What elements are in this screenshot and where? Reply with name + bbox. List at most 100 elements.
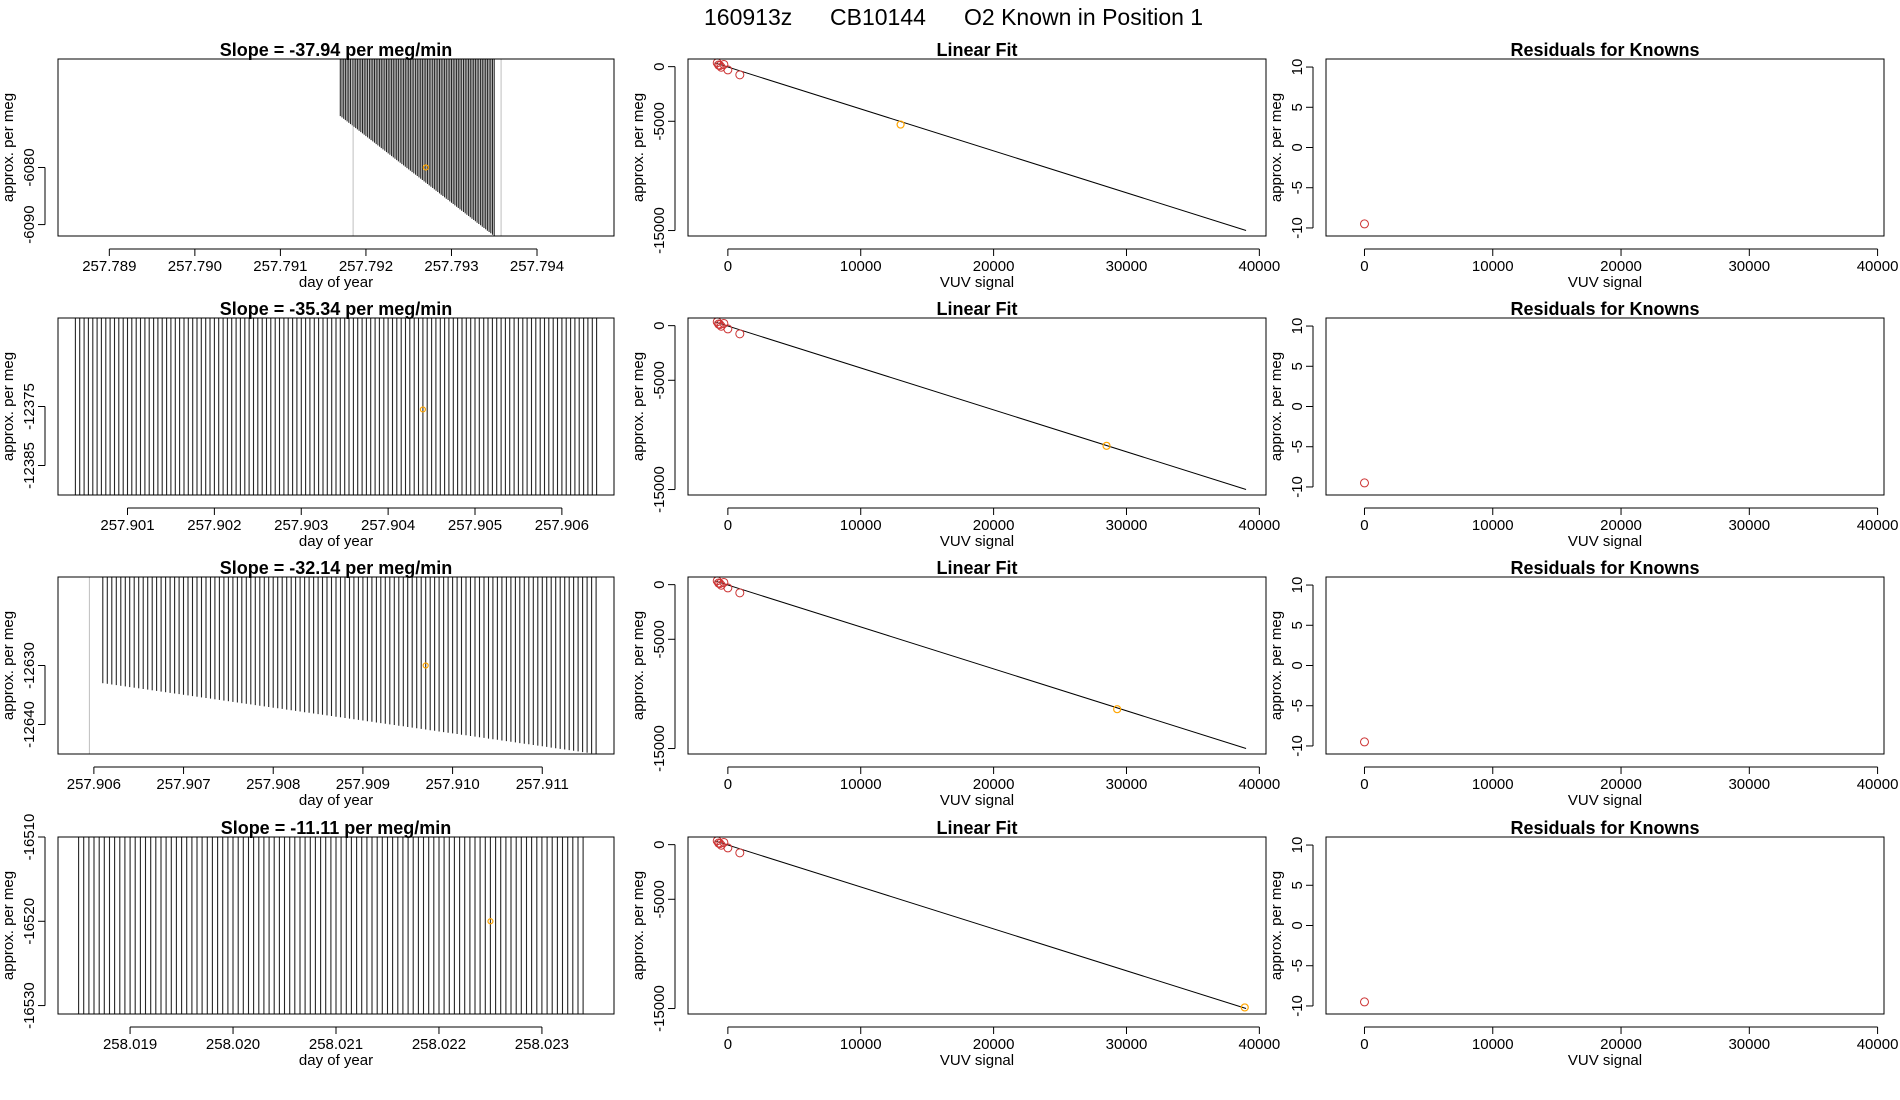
panel-title: Residuals for Knowns: [1510, 818, 1699, 838]
y-axis-label: approx. per meg: [630, 871, 647, 980]
panel-title: Linear Fit: [936, 299, 1017, 319]
y-tick-label: 0: [651, 580, 668, 588]
x-tick-label: 10000: [1472, 1036, 1514, 1053]
known-point: [723, 583, 733, 593]
y-axis-label: approx. per meg: [1268, 352, 1285, 461]
y-tick-label: -15000: [651, 466, 668, 513]
x-tick-label: 258.023: [515, 1036, 569, 1053]
x-tick-label: 257.906: [535, 517, 589, 534]
y-tick-label: -5: [1289, 699, 1306, 712]
y-tick-label: -10: [1289, 476, 1306, 498]
x-tick-label: 0: [1360, 258, 1368, 275]
main-title-position: O2 Known in Position 1: [964, 4, 1203, 30]
current-point-marker: [896, 120, 905, 129]
x-axis-label: VUV signal: [1568, 533, 1642, 550]
x-tick-label: 40000: [1238, 517, 1280, 534]
x-tick-label: 0: [724, 776, 732, 793]
panel-title: Slope = -11.11 per meg/min: [221, 818, 452, 838]
x-tick-label: 40000: [1238, 258, 1280, 275]
y-tick-label: 0: [1289, 402, 1306, 410]
fit-line: [714, 321, 1247, 491]
y-tick-label: 0: [1289, 661, 1306, 669]
y-tick-label: 0: [1289, 143, 1306, 151]
panel-grid: Slope = -37.94 per meg/min 257.789 257.790…: [0, 40, 1898, 1069]
x-tick-label: 0: [1360, 1036, 1368, 1053]
x-tick-label: 10000: [1472, 258, 1514, 275]
residual-point: [1359, 997, 1369, 1007]
y-tick-label: -16520: [21, 898, 38, 945]
known-point: [715, 320, 725, 330]
x-tick-label: 40000: [1857, 776, 1899, 793]
time-trace-panel-4: Slope = -11.11 per meg/min 258.019 258.020…: [0, 814, 615, 1069]
x-tick-label: 10000: [1472, 517, 1514, 534]
y-axis-label: approx. per meg: [630, 93, 647, 202]
x-tick-label: 257.792: [339, 258, 393, 275]
known-point: [723, 843, 733, 853]
x-tick-label: 40000: [1857, 517, 1899, 534]
x-tick-label: 20000: [973, 517, 1015, 534]
x-axis-label: VUV signal: [1568, 1052, 1642, 1069]
x-tick-label: 30000: [1728, 1036, 1770, 1053]
mean-point-marker: [419, 406, 426, 413]
fit-line: [714, 580, 1247, 750]
panel-title: Residuals for Knowns: [1510, 299, 1699, 319]
x-tick-label: 40000: [1857, 258, 1899, 275]
x-tick-label: 30000: [1106, 258, 1148, 275]
x-axis-label: VUV signal: [940, 1052, 1014, 1069]
x-tick-label: 258.020: [206, 1036, 260, 1053]
x-axis-label: day of year: [299, 533, 373, 550]
plot-frame: [57, 58, 615, 237]
y-axis-label: approx. per meg: [1268, 871, 1285, 980]
x-tick-label: 30000: [1728, 776, 1770, 793]
y-tick-label: -5000: [651, 880, 668, 918]
mean-point-marker: [422, 164, 429, 171]
x-tick-label: 257.911: [516, 776, 569, 793]
y-axis-label: approx. per meg: [630, 611, 647, 720]
known-point: [723, 65, 733, 75]
x-tick-label: 257.905: [448, 517, 502, 534]
main-title-tank: CB10144: [830, 4, 926, 30]
plot-frame: [57, 576, 615, 755]
x-axis-label: day of year: [299, 1052, 373, 1069]
y-tick-label: -12385: [21, 442, 38, 489]
x-tick-label: 20000: [1600, 1036, 1642, 1053]
trace-lines: [339, 59, 495, 236]
x-tick-label: 40000: [1857, 1036, 1899, 1053]
x-tick-label: 257.910: [425, 776, 479, 793]
x-tick-label: 258.022: [412, 1036, 466, 1053]
x-tick-label: 257.791: [253, 258, 307, 275]
time-trace-panel-2: Slope = -35.34 per meg/min 257.901 257.902…: [0, 299, 615, 550]
x-tick-label: 30000: [1728, 517, 1770, 534]
time-trace-panel-3: Slope = -32.14 per meg/min 257.906 257.907…: [0, 558, 615, 809]
plot-frame: [1325, 58, 1885, 237]
x-tick-label: 20000: [1600, 517, 1642, 534]
plot-frame: [1325, 317, 1885, 496]
x-tick-label: 10000: [840, 517, 882, 534]
x-tick-label: 258.021: [309, 1036, 363, 1053]
residual-point: [1359, 478, 1369, 488]
main-title-date: 160913z: [704, 4, 792, 30]
x-tick-label: 20000: [973, 1036, 1015, 1053]
x-tick-label: 10000: [840, 776, 882, 793]
y-tick-label: 5: [1289, 103, 1306, 111]
known-point: [735, 70, 745, 80]
current-point-marker: [1240, 1003, 1249, 1012]
main-title: 160913z CB10144 O2 Known in Position 1: [704, 4, 1203, 30]
x-tick-label: 20000: [1600, 776, 1642, 793]
x-tick-label: 257.789: [82, 258, 136, 275]
y-tick-label: -6080: [21, 148, 38, 186]
y-tick-label: -5: [1289, 440, 1306, 453]
known-point: [715, 839, 725, 849]
x-axis-label: day of year: [299, 792, 373, 809]
known-point: [735, 588, 745, 598]
known-point: [715, 61, 725, 71]
y-tick-label: -5000: [651, 620, 668, 658]
linear-fit-panel-1: Linear Fit 0 10000 20000 30000 40000 VUV signa…: [630, 40, 1280, 291]
y-tick-label: -10: [1289, 995, 1306, 1017]
fit-line: [714, 840, 1247, 1010]
y-tick-label: 0: [651, 62, 668, 70]
y-tick-label: -10: [1289, 735, 1306, 757]
x-tick-label: 20000: [1600, 258, 1642, 275]
panel-title: Linear Fit: [936, 558, 1017, 578]
x-tick-label: 257.901: [100, 517, 154, 534]
